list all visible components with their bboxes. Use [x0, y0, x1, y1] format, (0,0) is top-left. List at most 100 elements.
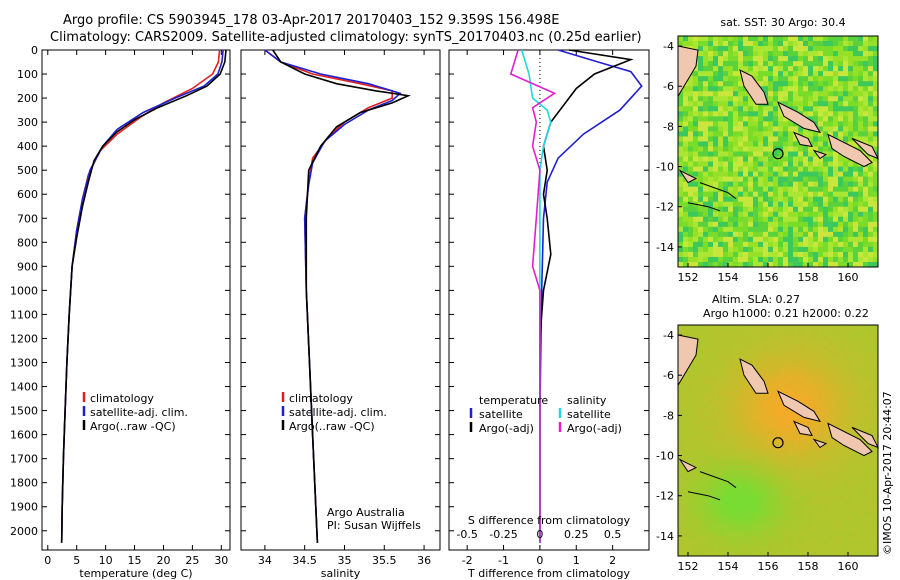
map-cell — [813, 335, 819, 341]
map-cell — [833, 36, 839, 42]
map-cell — [773, 216, 779, 223]
map-cell — [678, 325, 684, 331]
map-cell — [748, 545, 754, 552]
map-cell — [868, 236, 874, 243]
map-cell — [818, 81, 824, 87]
map-cell — [828, 36, 834, 42]
map-cell — [708, 380, 714, 386]
map-cell — [808, 246, 814, 253]
map-cell — [698, 445, 704, 451]
map-cell — [763, 355, 769, 361]
header-line-2: Climatology: CARS2009. Satellite-adjuste… — [50, 30, 642, 45]
map-cell — [793, 395, 799, 401]
map-cell — [768, 420, 774, 426]
map-cell — [793, 51, 799, 57]
map-cell — [823, 355, 829, 361]
map-cell — [868, 395, 874, 401]
map-cell — [778, 71, 784, 77]
map-cell — [858, 500, 864, 507]
map-cell — [763, 550, 769, 557]
map-cell — [823, 415, 829, 421]
map-cell — [828, 151, 834, 157]
x-axis-label: temperature (deg C) — [79, 567, 192, 580]
map-cell — [698, 520, 704, 527]
map-cell — [788, 415, 794, 421]
map-cell — [713, 445, 719, 451]
map-cell — [808, 550, 814, 557]
map-cell — [703, 106, 709, 112]
map-cell — [798, 325, 804, 331]
map-cell — [728, 216, 734, 223]
map-cell — [723, 201, 729, 208]
map-cell — [828, 211, 834, 218]
map-cell — [833, 111, 839, 117]
map-cell — [768, 395, 774, 401]
map-cell — [688, 440, 694, 446]
map-cell — [818, 365, 824, 371]
map-cell — [778, 121, 784, 127]
map-cell — [733, 390, 739, 396]
map-cell — [793, 146, 799, 152]
map-cell — [698, 161, 704, 167]
map-cell — [798, 251, 804, 258]
map-cell — [743, 390, 749, 396]
map-cell — [748, 535, 754, 542]
map-cell — [848, 171, 854, 178]
map-cell — [748, 216, 754, 223]
map-cell — [758, 345, 764, 351]
map-cell — [708, 96, 714, 102]
map-cell — [783, 445, 789, 451]
map-cell — [783, 86, 789, 92]
map-cell — [718, 116, 724, 122]
map-cell — [828, 261, 834, 268]
map-cell — [688, 136, 694, 142]
map-cell — [838, 410, 844, 416]
map-cell — [778, 465, 784, 472]
map-cell — [718, 550, 724, 557]
map-cell — [853, 530, 859, 537]
map-cell — [803, 51, 809, 57]
map-cell — [728, 141, 734, 147]
map-cell — [843, 465, 849, 472]
map-cell — [863, 400, 869, 406]
map-cell — [828, 196, 834, 203]
map-cell — [693, 76, 699, 82]
map-cell — [818, 450, 824, 456]
map-cell — [738, 465, 744, 472]
map-cell — [873, 181, 879, 188]
map-cell — [848, 101, 854, 107]
map-cell — [773, 246, 779, 253]
map-cell — [703, 545, 709, 552]
map-cell — [743, 151, 749, 157]
map-cell — [758, 226, 764, 233]
map-cell — [798, 490, 804, 497]
map-cell — [813, 490, 819, 497]
map-cell — [748, 475, 754, 482]
map-cell — [733, 81, 739, 87]
map-cell — [823, 340, 829, 346]
map-cell — [853, 116, 859, 122]
map-cell — [793, 151, 799, 157]
map-cell — [833, 126, 839, 132]
y-tick-label: -12 — [656, 490, 674, 503]
map-cell — [813, 231, 819, 238]
map-cell — [873, 450, 879, 456]
map-cell — [708, 330, 714, 336]
map-cell — [743, 61, 749, 67]
map-cell — [838, 395, 844, 401]
map-cell — [738, 410, 744, 416]
map-cell — [768, 385, 774, 391]
map-cell — [863, 116, 869, 122]
map-cell — [828, 515, 834, 522]
map-cell — [698, 121, 704, 127]
map-cell — [713, 485, 719, 492]
map-cell — [798, 465, 804, 472]
map-cell — [708, 136, 714, 142]
map-cell — [858, 420, 864, 426]
map-cell — [818, 510, 824, 517]
map-cell — [768, 246, 774, 253]
map-cell — [748, 161, 754, 167]
map-cell — [783, 430, 789, 436]
map-cell — [833, 510, 839, 517]
